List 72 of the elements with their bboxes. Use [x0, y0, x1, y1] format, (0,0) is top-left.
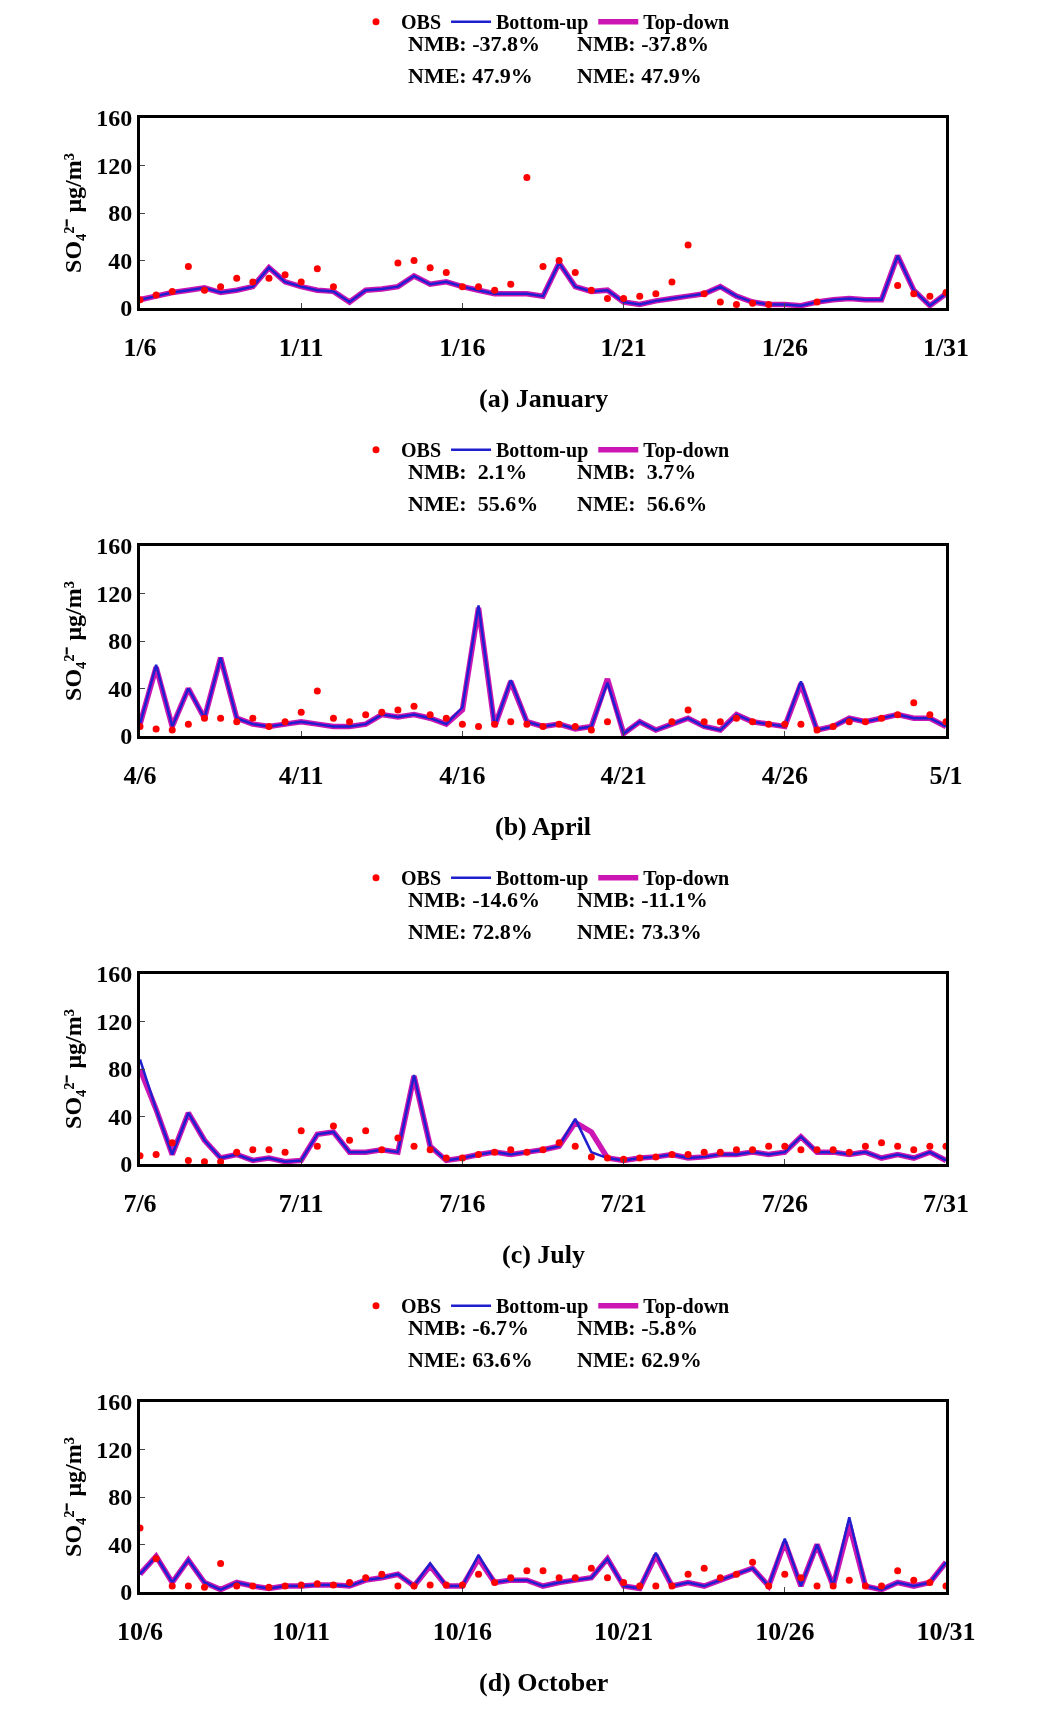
x-tick-label: 10/11 — [272, 1617, 331, 1647]
text: NME: 56.6% — [577, 491, 708, 516]
y-tick-label: 40 — [108, 247, 133, 274]
legend-label: Top-down — [643, 439, 730, 463]
y-tick-label: 40 — [108, 1531, 133, 1558]
x-tick-label: 1/6 — [123, 333, 157, 363]
y-axis-title: SO₄²⁻ μg/m³ — [60, 581, 87, 701]
x-tick-label: 7/11 — [278, 1189, 324, 1219]
text: NMB: 2.1% — [408, 459, 528, 484]
text: NMB: -14.6% — [408, 887, 540, 912]
text: (b) April — [495, 812, 592, 841]
y-tick-label: 120 — [96, 580, 133, 607]
y-axis-title: SO₄²⁻ μg/m³ — [60, 1009, 87, 1129]
y-tick-label: 40 — [108, 675, 133, 702]
text: NME: 72.8% — [408, 919, 533, 944]
text: NME: 62.9% — [577, 1347, 702, 1372]
x-tick-label: 4/11 — [278, 761, 324, 791]
y-tick-label: 40 — [108, 1103, 133, 1130]
legend-label: OBS — [401, 1295, 442, 1318]
x-tick-label: 4/6 — [123, 761, 157, 791]
x-tick-label: 10/31 — [916, 1617, 976, 1647]
y-tick-label: 0 — [120, 723, 133, 750]
x-tick-label: 1/16 — [439, 333, 486, 363]
y-tick-label: 120 — [96, 1008, 133, 1035]
legend-label: Top-down — [643, 11, 730, 35]
text: (d) October — [479, 1668, 609, 1697]
text: NME: 63.6% — [408, 1347, 533, 1372]
y-tick-label: 160 — [96, 1389, 133, 1416]
x-tick-label: 4/26 — [761, 761, 808, 791]
y-tick-label: 160 — [96, 105, 133, 132]
text: NME: 55.6% — [408, 491, 539, 516]
x-tick-label: 1/21 — [600, 333, 647, 363]
text: NMB: -6.7% — [408, 1315, 529, 1340]
x-tick-label: 4/21 — [600, 761, 647, 791]
y-tick-label: 80 — [108, 1484, 133, 1511]
x-tick-label: 10/16 — [432, 1617, 493, 1647]
x-tick-label: 7/6 — [123, 1189, 157, 1219]
x-tick-label: 7/16 — [439, 1189, 486, 1219]
y-tick-label: 160 — [96, 533, 133, 560]
x-tick-label: 1/26 — [761, 333, 808, 363]
x-tick-label: 7/31 — [922, 1189, 970, 1219]
legend-label: OBS — [401, 439, 442, 462]
y-axis-title: SO₄²⁻ μg/m³ — [60, 1437, 87, 1557]
x-tick-label: 10/26 — [755, 1617, 815, 1647]
text: NME: 47.9% — [408, 63, 533, 88]
y-tick-label: 0 — [120, 1579, 133, 1606]
y-tick-label: 160 — [96, 961, 133, 988]
y-axis-title: SO₄²⁻ μg/m³ — [60, 153, 87, 273]
legend-label: Top-down — [643, 1295, 730, 1319]
legend-label: OBS — [401, 867, 442, 890]
legend-label: OBS — [401, 11, 442, 34]
text: NME: 73.3% — [577, 919, 702, 944]
text: (a) January — [479, 384, 609, 413]
y-tick-label: 80 — [108, 628, 133, 655]
x-tick-label: 4/16 — [439, 761, 486, 791]
x-tick-label: 10/6 — [116, 1617, 164, 1647]
x-tick-label: 1/31 — [922, 333, 970, 363]
text: NME: 47.9% — [577, 63, 702, 88]
y-tick-label: 0 — [120, 295, 133, 322]
text: NMB: -37.8% — [408, 31, 540, 56]
y-tick-label: 80 — [108, 200, 133, 227]
y-tick-label: 80 — [108, 1056, 133, 1083]
x-tick-label: 5/1 — [929, 761, 963, 791]
x-tick-label: 7/26 — [761, 1189, 808, 1219]
legend-label: Top-down — [643, 867, 730, 891]
x-tick-label: 7/21 — [600, 1189, 647, 1219]
y-tick-label: 0 — [120, 1151, 133, 1178]
x-tick-label: 10/21 — [593, 1617, 654, 1647]
x-tick-label: 1/11 — [278, 333, 324, 363]
text: (c) July — [502, 1240, 586, 1269]
y-tick-label: 120 — [96, 152, 133, 179]
y-tick-label: 120 — [96, 1436, 133, 1463]
